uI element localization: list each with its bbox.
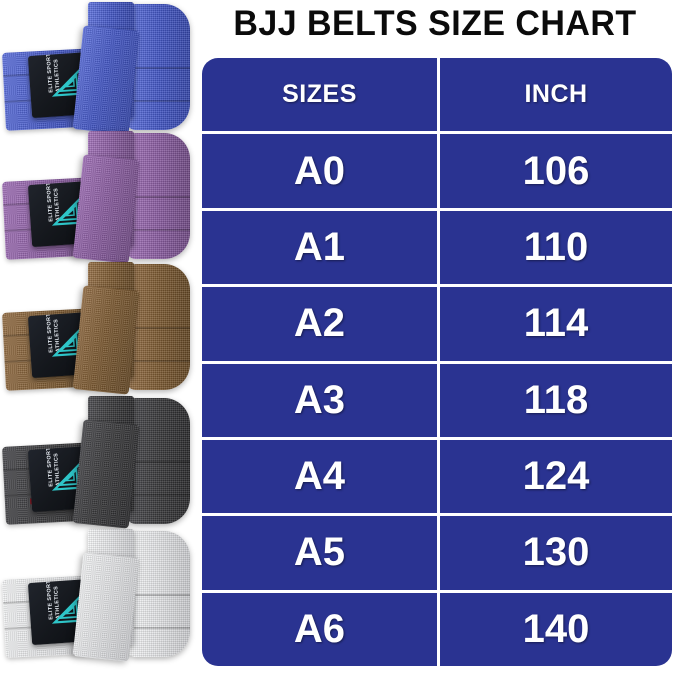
cell-inch: 140 (440, 592, 672, 666)
belt-weave-texture (72, 154, 140, 264)
table-row: A0 106 (202, 134, 672, 208)
cell-inch: 118 (440, 363, 672, 437)
cell-size: A4 (202, 439, 437, 514)
belt-strap-diagonal (72, 552, 140, 662)
belt-weave-texture (72, 419, 140, 529)
cell-size: A3 (202, 363, 437, 437)
belt-loop (126, 4, 190, 130)
belt-weave-texture (126, 133, 190, 259)
cell-size: A6 (202, 592, 437, 666)
belt-image-blue: ELITE SPORTS ATHLETICS (0, 0, 200, 148)
belt-image-purple: ELITE SPORTS ATHLETICS (0, 127, 200, 277)
belt-loop (126, 133, 190, 259)
belt-strap-diagonal (72, 419, 140, 529)
table-row: A1 110 (202, 210, 672, 285)
belt-loop (126, 398, 190, 524)
belt-strap-diagonal (72, 285, 140, 395)
belt-image-white: ELITE SPORTS ATHLETICS (0, 525, 200, 675)
table-row: A2 114 (202, 287, 672, 361)
belt-strap-diagonal (72, 154, 140, 264)
belt-weave-texture (72, 552, 140, 662)
belt-image-brown: ELITE SPORTS ATHLETICS (0, 258, 200, 408)
belt-images-column: ELITE SPORTS ATHLETICS ELITE SPORTS ATHLETI… (0, 0, 200, 677)
column-header-inch: INCH (440, 58, 672, 132)
belt-weave-texture (126, 531, 190, 657)
cell-inch: 130 (440, 516, 672, 590)
cell-inch: 124 (440, 439, 672, 514)
cell-inch: 114 (440, 287, 672, 361)
cell-inch: 106 (440, 134, 672, 208)
belt-weave-texture (126, 398, 190, 524)
belt-loop (126, 531, 190, 657)
table-row: A4 124 (202, 439, 672, 514)
table-row: A5 130 (202, 516, 672, 590)
cell-size: A1 (202, 210, 437, 285)
belt-weave-texture (72, 25, 140, 135)
belt-weave-texture (126, 264, 190, 390)
belt-weave-texture (72, 285, 140, 395)
size-chart-table: SIZES INCH A0 106 A1 110 A2 114 A3 118 A4 124 A5 13… (202, 58, 672, 666)
column-header-sizes: SIZES (202, 58, 437, 132)
belt-image-black: ELITE SPORTS ATHLETICS (0, 392, 200, 542)
belt-weave-texture (126, 4, 190, 130)
belt-strap-diagonal (72, 25, 140, 135)
cell-size: A2 (202, 287, 437, 361)
cell-size: A0 (202, 134, 437, 208)
table-row: A3 118 (202, 363, 672, 437)
page-title: BJJ BELTS SIZE CHART (233, 4, 637, 43)
table-row: A6 140 (202, 592, 672, 666)
table-header-row: SIZES INCH (202, 58, 672, 132)
cell-inch: 110 (440, 210, 672, 285)
cell-size: A5 (202, 516, 437, 590)
belt-loop (126, 264, 190, 390)
